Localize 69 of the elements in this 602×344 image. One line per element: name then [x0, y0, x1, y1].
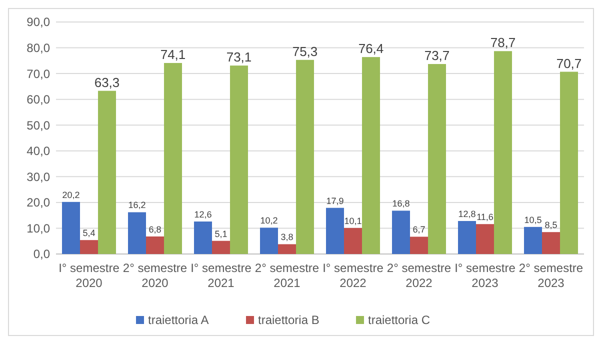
bar — [164, 62, 182, 254]
data-label: 12,8 — [458, 209, 476, 220]
bar — [278, 244, 296, 254]
data-label: 73,7 — [424, 48, 450, 64]
legend-label: traiettoria C — [368, 313, 430, 328]
y-tick-label: 0,0 — [33, 247, 50, 262]
bar — [194, 222, 212, 254]
x-tick-label: I° semestre 2022 — [322, 261, 384, 290]
bar — [212, 240, 230, 254]
bar — [146, 236, 164, 254]
x-tick-label: 2° semestre 2020 — [122, 261, 188, 290]
y-tick-label: 90,0 — [26, 15, 50, 30]
y-tick-label: 70,0 — [26, 66, 50, 81]
data-label: 16,8 — [392, 198, 410, 209]
bar — [80, 240, 98, 254]
bar — [344, 228, 362, 254]
data-label: 5,4 — [82, 228, 96, 238]
data-label: 20,2 — [62, 190, 80, 200]
data-label: 75,3 — [292, 44, 318, 59]
bar — [458, 221, 476, 254]
data-label: 6,7 — [412, 224, 426, 235]
bar — [230, 66, 248, 254]
data-label: 76,4 — [358, 41, 384, 56]
x-tick-label: 2° semestre 2022 — [386, 261, 452, 290]
x-tick-label: I° semestre 2021 — [190, 261, 252, 290]
y-tick-label: 10,0 — [26, 221, 50, 236]
y-tick-label: 30,0 — [26, 170, 50, 184]
y-tick-label: 80,0 — [26, 40, 50, 55]
data-label: 70,7 — [556, 56, 582, 71]
data-label: 6,8 — [148, 224, 162, 234]
data-label: 16,2 — [128, 200, 146, 210]
bar — [326, 208, 344, 254]
y-tick-label: 20,0 — [26, 196, 50, 210]
y-tick-label: 40,0 — [26, 144, 50, 158]
bar — [98, 90, 116, 254]
data-label: 63,3 — [94, 74, 120, 90]
data-label: 11,6 — [476, 212, 494, 222]
bar — [428, 64, 446, 254]
data-label: 17,9 — [326, 196, 344, 206]
y-tick-label: 60,0 — [26, 92, 50, 107]
bar — [128, 212, 146, 254]
x-tick-label: I° semestre 2020 — [58, 261, 120, 290]
bar — [476, 224, 494, 254]
data-label: 10,5 — [524, 214, 542, 225]
bar — [362, 57, 380, 254]
data-label: 12,6 — [194, 210, 212, 220]
bar — [260, 228, 278, 254]
data-label: 10,2 — [260, 216, 278, 226]
bar — [296, 60, 314, 254]
data-label: 5,1 — [214, 228, 228, 239]
bar — [524, 226, 542, 254]
bar — [410, 236, 428, 254]
bar — [560, 72, 578, 254]
data-label: 78,7 — [490, 35, 516, 50]
data-label: 8,5 — [544, 220, 558, 230]
data-label: 73,1 — [226, 50, 252, 65]
bar — [62, 202, 80, 254]
data-label: 3,8 — [280, 232, 294, 242]
x-tick-label: I° semestre 2023 — [454, 261, 516, 290]
y-tick-label: 50,0 — [26, 118, 50, 132]
legend-label: traiettoria A — [148, 313, 209, 328]
bar — [542, 232, 560, 254]
bar — [392, 210, 410, 254]
x-tick-label: 2° semestre 2021 — [254, 261, 320, 290]
x-tick-label: 2° semestre 2023 — [518, 261, 584, 290]
legend-label: traiettoria B — [258, 313, 320, 328]
data-label: 10,1 — [344, 216, 362, 226]
data-label: 74,1 — [160, 46, 186, 62]
bar — [494, 51, 512, 254]
